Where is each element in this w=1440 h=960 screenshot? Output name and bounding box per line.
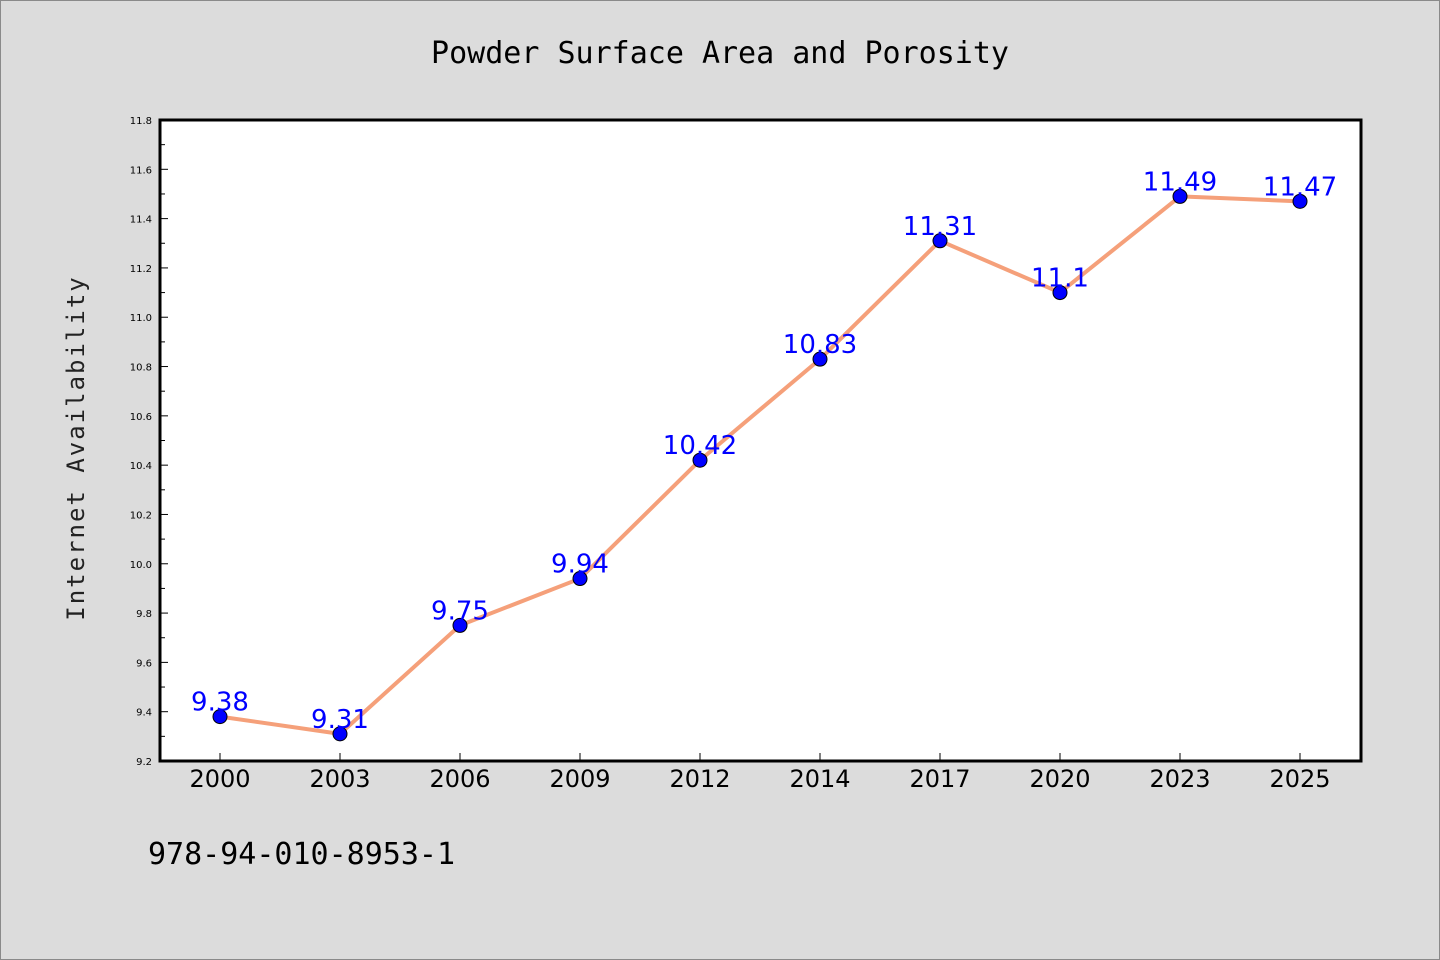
- y-tick-label: 9.8: [136, 609, 152, 620]
- data-point: [692, 452, 708, 468]
- x-tick-label: 2014: [789, 765, 850, 793]
- y-axis-label: Internet Availability: [62, 275, 90, 620]
- y-tick-label: 11.6: [130, 165, 152, 176]
- x-tick-label: 2009: [549, 765, 610, 793]
- data-label: 10.83: [783, 330, 857, 360]
- data-label: 10.42: [663, 431, 737, 461]
- y-tick-label: 9.4: [136, 708, 152, 719]
- y-tick-label: 11.8: [130, 116, 152, 127]
- data-point: [332, 726, 348, 742]
- isbn-text: 978-94-010-8953-1: [148, 837, 455, 872]
- y-tick-label: 11.4: [130, 215, 152, 226]
- chart-title: Powder Surface Area and Porosity: [431, 36, 1009, 71]
- data-label: 11.1: [1031, 264, 1089, 294]
- y-tick-label: 10.8: [130, 363, 152, 374]
- x-tick-label: 2023: [1149, 765, 1210, 793]
- data-point: [812, 351, 828, 367]
- data-labels: 9.38 9.31 9.75 9.94 10.42 10.83 11.31 11.1 11.49…: [191, 167, 1337, 734]
- x-axis-ticks: 2000 2003 2006 2009 2012 2014 2017 2020 2023 2025: [189, 753, 1331, 793]
- x-tick-label: 2006: [429, 765, 490, 793]
- data-label: 9.75: [431, 596, 489, 626]
- x-tick-label: 2012: [669, 765, 730, 793]
- y-tick-label: 10.6: [130, 412, 152, 423]
- y-tick-label: 10.0: [130, 560, 152, 571]
- y-tick-label: 10.4: [130, 461, 152, 472]
- x-tick-label: 2000: [189, 765, 250, 793]
- data-label: 11.49: [1143, 167, 1217, 197]
- series-line-group: [218, 194, 1302, 736]
- x-tick-label: 2020: [1029, 765, 1090, 793]
- y-tick-label: 9.2: [136, 757, 152, 768]
- x-tick-label: 2017: [909, 765, 970, 793]
- data-point: [1052, 285, 1068, 301]
- y-tick-label: 9.6: [136, 658, 152, 669]
- data-point: [452, 617, 468, 633]
- data-label: 11.47: [1263, 172, 1337, 202]
- y-tick-label: 11.0: [130, 313, 152, 324]
- series-line: [218, 194, 1302, 736]
- data-point: [212, 709, 228, 725]
- plot-border: [158, 118, 1363, 763]
- data-label: 11.31: [903, 212, 977, 242]
- data-point: [572, 571, 588, 587]
- plot-area: [160, 120, 1361, 761]
- data-label: 9.94: [551, 550, 609, 580]
- data-points: [212, 188, 1308, 742]
- data-label: 9.31: [311, 705, 369, 735]
- data-label: 9.38: [191, 688, 249, 718]
- y-tick-label: 11.2: [130, 264, 152, 275]
- data-point: [1172, 188, 1188, 204]
- x-tick-label: 2025: [1269, 765, 1330, 793]
- y-tick-label: 10.2: [130, 510, 152, 521]
- x-tick-label: 2003: [309, 765, 370, 793]
- data-point: [932, 233, 948, 249]
- data-point: [1292, 193, 1308, 209]
